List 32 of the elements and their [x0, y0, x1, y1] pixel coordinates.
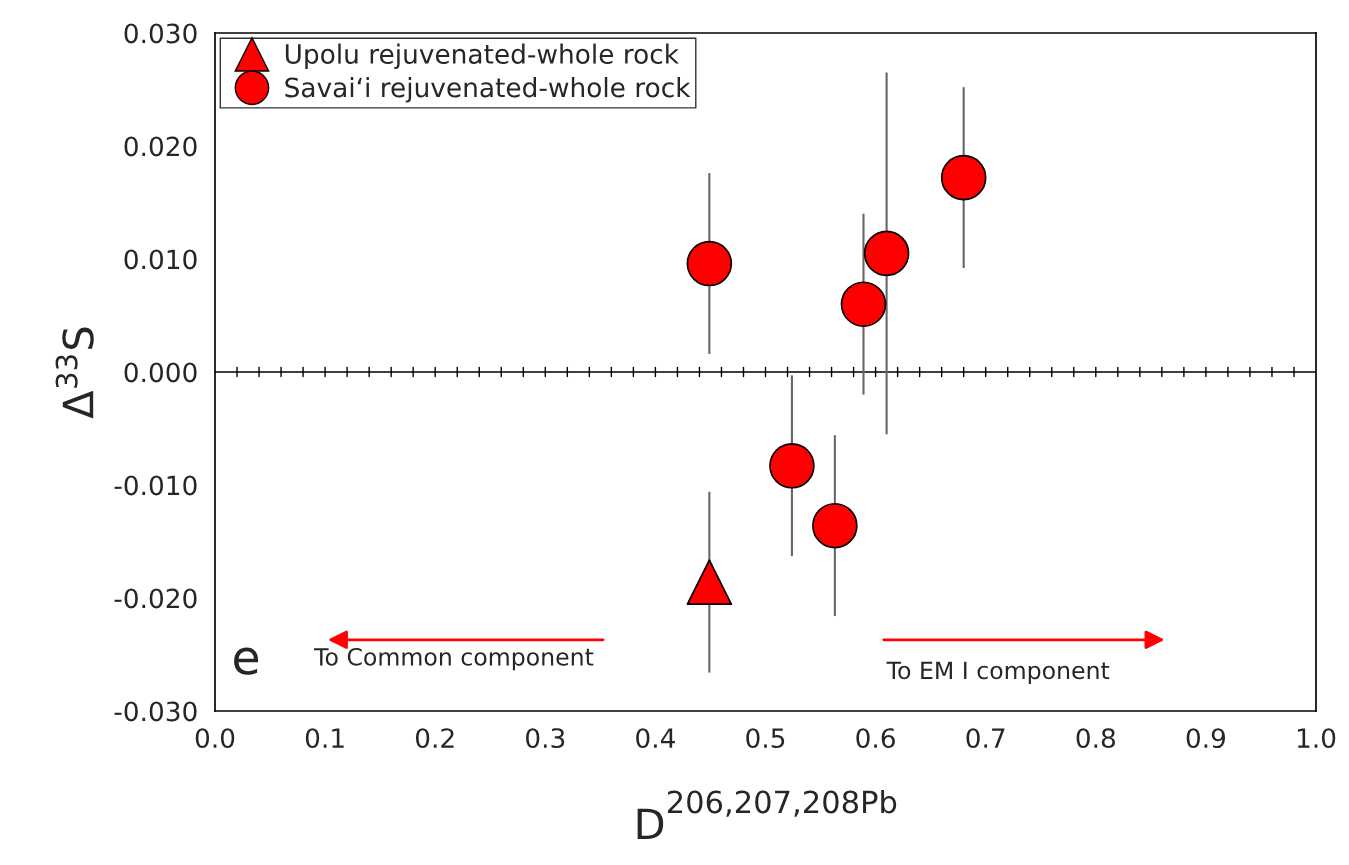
x-tick-label: 0.1 [305, 728, 344, 749]
point [686, 559, 733, 605]
x-tick-label: 0.6 [856, 728, 895, 749]
x-tick-label: 0.7 [966, 728, 1005, 749]
x-tick-label: 0.8 [1076, 728, 1115, 749]
annotation: e [234, 647, 259, 675]
x-tick-label: 0.4 [636, 728, 675, 749]
y-tick-label: 0.000 [124, 362, 197, 383]
x-tick-label: 0.0 [195, 728, 235, 749]
x-axis-title: D206,207,208Pb [637, 789, 897, 840]
point [769, 442, 815, 489]
y-axis-title: Δ$^{33}$S [55, 327, 94, 419]
legend-label: Upolu rejuvenated-whole rock [285, 43, 679, 70]
y-tick-label: -0.030 [114, 701, 197, 722]
annotation: To EM I component [886, 661, 1110, 684]
y-tick-label: -0.020 [114, 588, 197, 609]
x-tick-label: 1.0 [1297, 728, 1336, 749]
point [863, 230, 910, 277]
x-tick-label: 0.3 [526, 728, 565, 749]
point [812, 502, 858, 549]
point [840, 281, 887, 327]
point [686, 240, 733, 287]
y-tick-label: 0.020 [124, 136, 197, 157]
y-tick-label: 0.030 [124, 23, 197, 44]
x-tick-label: 0.9 [1186, 728, 1226, 749]
x-tick-label: 0.5 [746, 728, 785, 749]
legend-label: Savai‘i rejuvenated-whole rock [285, 77, 691, 103]
point [940, 154, 987, 201]
y-tick-label: 0.010 [124, 249, 197, 270]
y-tick-label: -0.010 [114, 475, 197, 496]
annotation: To Common component [314, 647, 594, 671]
x-tick-label: 0.2 [415, 728, 454, 749]
